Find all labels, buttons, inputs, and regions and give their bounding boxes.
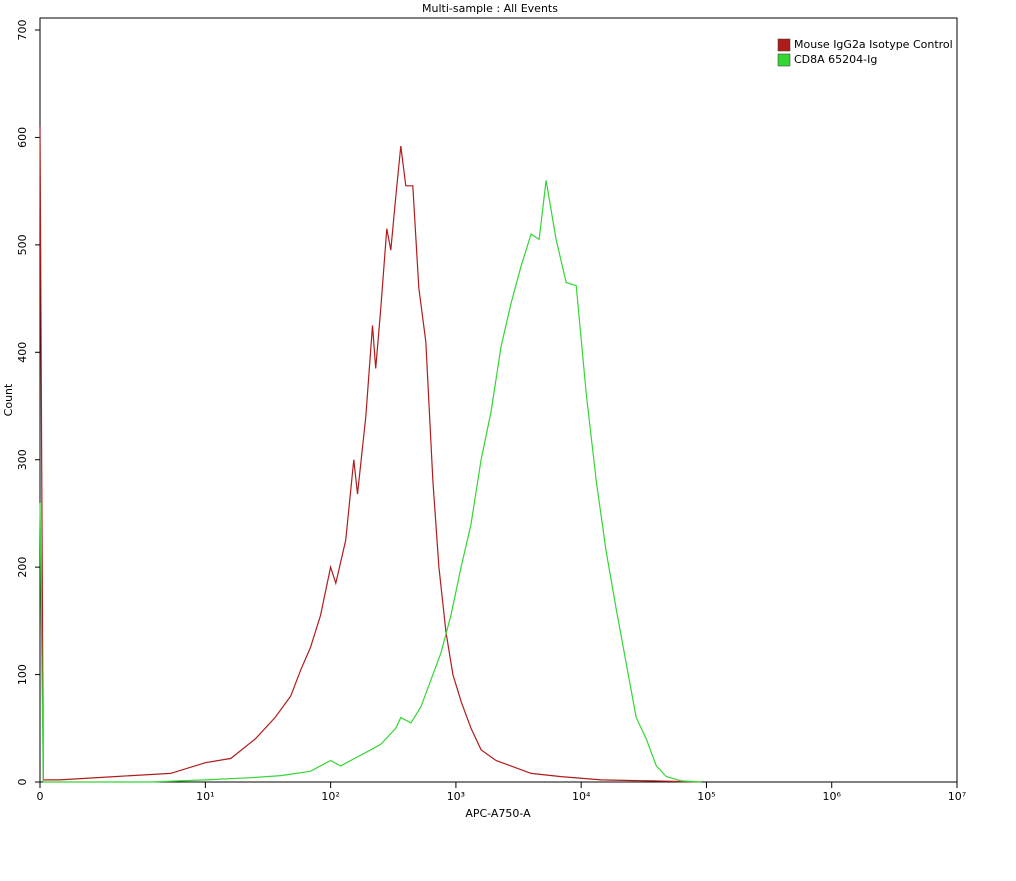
y-axis-label: Count xyxy=(2,383,15,416)
x-tick-label: 10⁴ xyxy=(572,790,591,803)
y-tick-label: 600 xyxy=(16,127,29,148)
histogram-line xyxy=(39,126,702,783)
y-tick-label: 500 xyxy=(16,234,29,255)
legend-swatch xyxy=(777,53,791,67)
y-tick-label: 0 xyxy=(16,779,29,786)
y-tick-label: 700 xyxy=(16,20,29,41)
y-tick-label: 400 xyxy=(16,342,29,363)
y-tick-label: 300 xyxy=(16,449,29,470)
x-tick-label: 10³ xyxy=(447,790,465,803)
x-axis-label: APC-A750-A xyxy=(465,807,531,820)
x-tick-label: 10⁷ xyxy=(948,790,966,803)
y-tick-label: 100 xyxy=(16,664,29,685)
legend-label: Mouse IgG2a Isotype Control xyxy=(794,38,953,51)
x-tick-label: 10⁶ xyxy=(823,790,842,803)
histogram-line xyxy=(39,180,702,783)
x-tick-label: 10¹ xyxy=(196,790,214,803)
x-tick-label: 0 xyxy=(37,790,44,803)
plot-frame xyxy=(39,17,958,783)
x-tick-label: 10² xyxy=(321,790,339,803)
legend-label: CD8A 65204-Ig xyxy=(794,53,877,66)
chart-title: Multi-sample : All Events xyxy=(422,2,558,15)
y-tick-label: 200 xyxy=(16,557,29,578)
legend-swatch xyxy=(777,38,791,52)
x-tick-label: 10⁵ xyxy=(697,790,715,803)
